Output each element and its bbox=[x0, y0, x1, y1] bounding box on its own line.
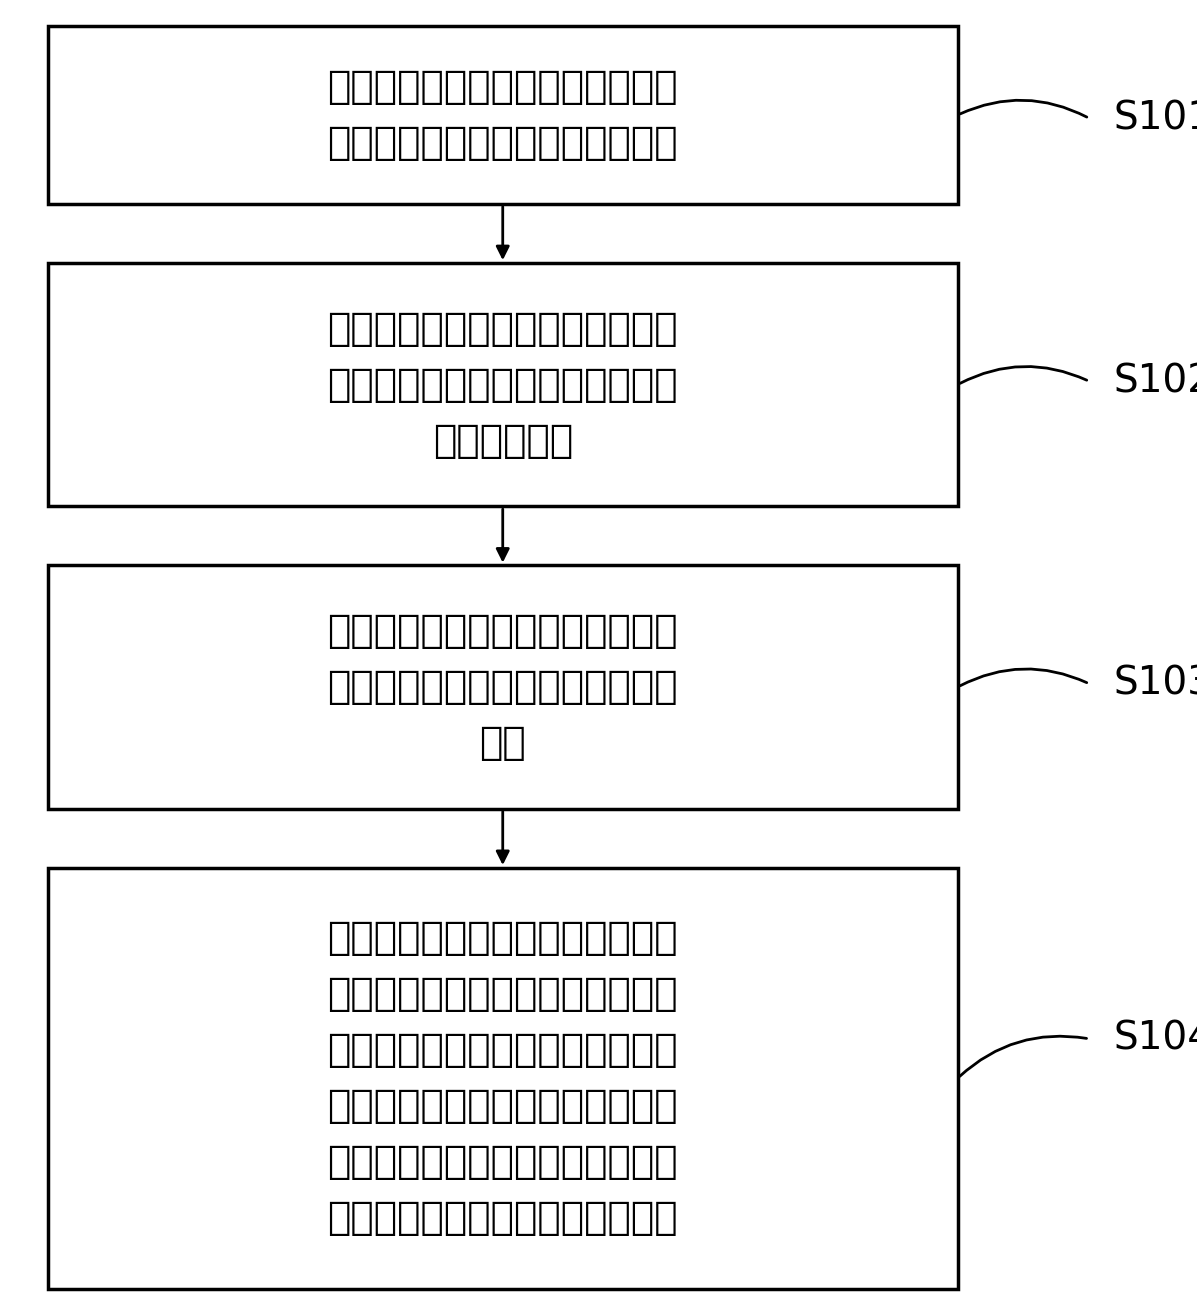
Text: S103: S103 bbox=[1113, 665, 1197, 702]
Bar bbox=[48, 263, 958, 506]
Text: S101: S101 bbox=[1113, 100, 1197, 137]
Text: 根据总温度差决定设定温度梯度的
个数以及各温度梯度内温度的数值
范围: 根据总温度差决定设定温度梯度的 个数以及各温度梯度内温度的数值 范围 bbox=[328, 611, 678, 763]
Text: 根据基座的原始温度和基座加热的
目标温度，获得目标温度与原始温
度的总温度差: 根据基座的原始温度和基座加热的 目标温度，获得目标温度与原始温 度的总温度差 bbox=[328, 309, 678, 460]
Bar bbox=[48, 565, 958, 809]
Text: S102: S102 bbox=[1113, 363, 1197, 400]
Text: 按照设定的温度梯度，对电阻丝加
热使基座依次按照各温度梯度内温
度的数值范围升温，其中，对最后
一个温度梯度的升温参数进行控制
，使得基座温度在达到目标温度后
: 按照设定的温度梯度，对电阻丝加 热使基座依次按照各温度梯度内温 度的数值范围升温… bbox=[328, 919, 678, 1237]
Text: 提供具有电阻丝的等离子体化学气
相沉积基座和基座加热的目标温度: 提供具有电阻丝的等离子体化学气 相沉积基座和基座加热的目标温度 bbox=[328, 68, 678, 162]
Text: S104: S104 bbox=[1113, 1020, 1197, 1057]
Bar bbox=[48, 26, 958, 204]
Bar bbox=[48, 868, 958, 1289]
